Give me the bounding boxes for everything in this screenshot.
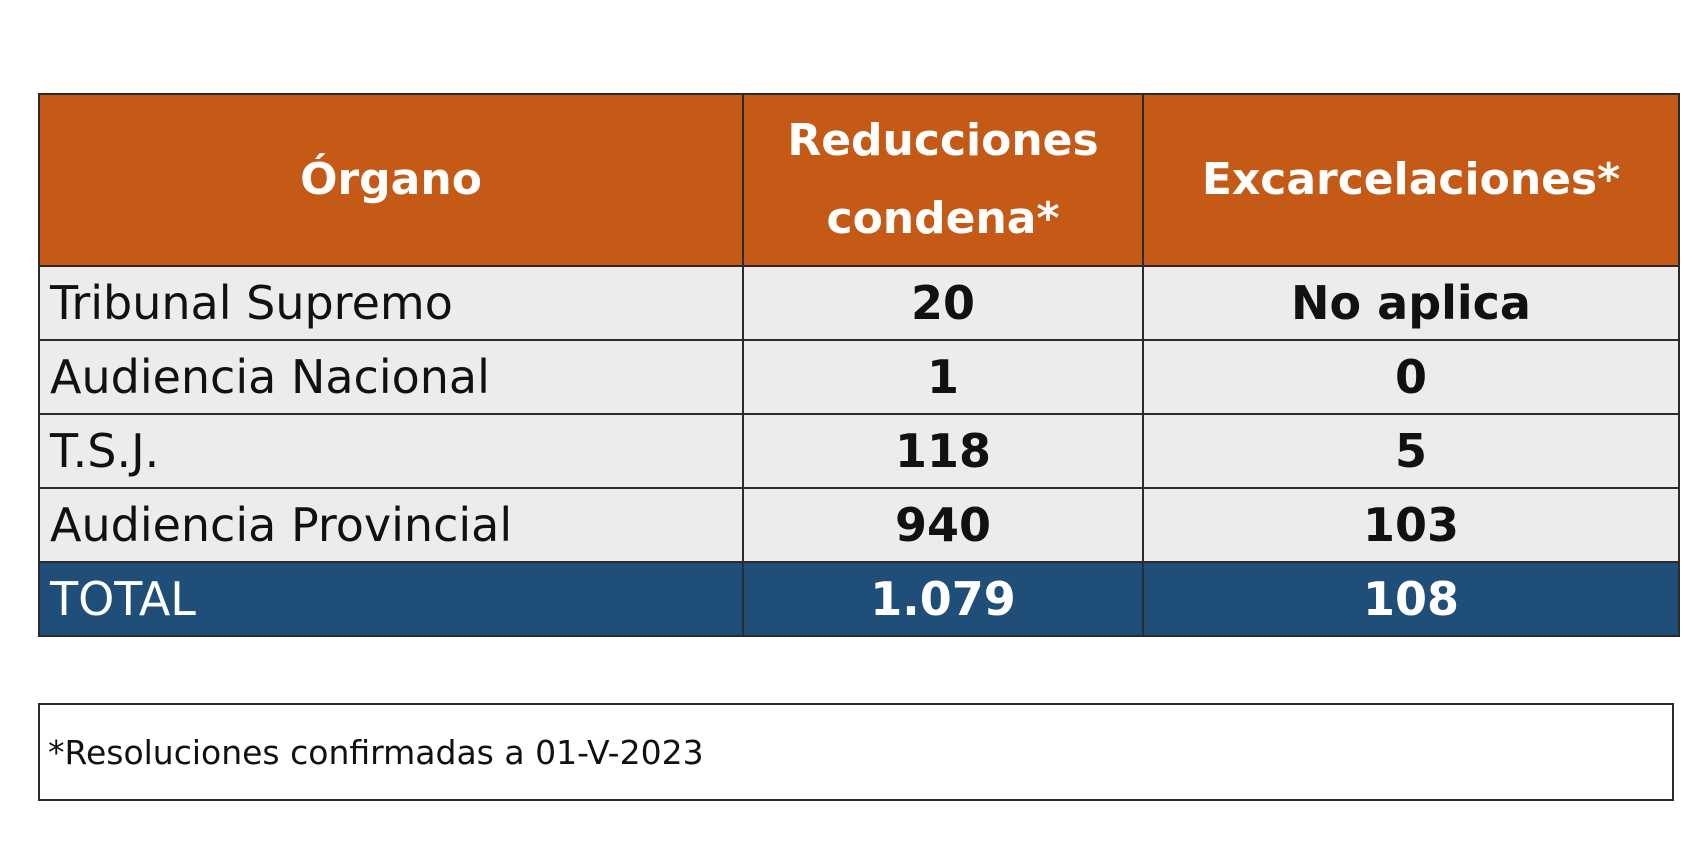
row-excarcelaciones: No aplica [1142, 265, 1680, 341]
row-organo: T.S.J. [38, 413, 744, 489]
total-excarcelaciones: 108 [1142, 561, 1680, 637]
header-organo: Órgano [38, 93, 744, 267]
total-label: TOTAL [38, 561, 744, 637]
row-reducciones: 940 [742, 487, 1144, 563]
header-excarcelaciones: Excarcelaciones* [1142, 93, 1680, 267]
row-organo: Audiencia Nacional [38, 339, 744, 415]
table-total-row: TOTAL 1.079 108 [38, 561, 1680, 637]
statistics-table: Órgano Reducciones condena* Excarcelacio… [38, 93, 1680, 637]
row-reducciones: 20 [742, 265, 1144, 341]
row-excarcelaciones: 5 [1142, 413, 1680, 489]
total-reducciones: 1.079 [742, 561, 1144, 637]
row-excarcelaciones: 0 [1142, 339, 1680, 415]
footnote-box: *Resoluciones confirmadas a 01-V-2023 [38, 703, 1674, 801]
row-excarcelaciones: 103 [1142, 487, 1680, 563]
row-reducciones: 1 [742, 339, 1144, 415]
table-row: T.S.J. 118 5 [38, 413, 1680, 489]
header-reducciones: Reducciones condena* [742, 93, 1144, 267]
row-organo: Tribunal Supremo [38, 265, 744, 341]
table-header-row: Órgano Reducciones condena* Excarcelacio… [38, 93, 1680, 267]
table-row: Audiencia Nacional 1 0 [38, 339, 1680, 415]
table-row: Audiencia Provincial 940 103 [38, 487, 1680, 563]
footnote-text: *Resoluciones confirmadas a 01-V-2023 [48, 732, 704, 772]
table-row: Tribunal Supremo 20 No aplica [38, 265, 1680, 341]
row-organo: Audiencia Provincial [38, 487, 744, 563]
row-reducciones: 118 [742, 413, 1144, 489]
